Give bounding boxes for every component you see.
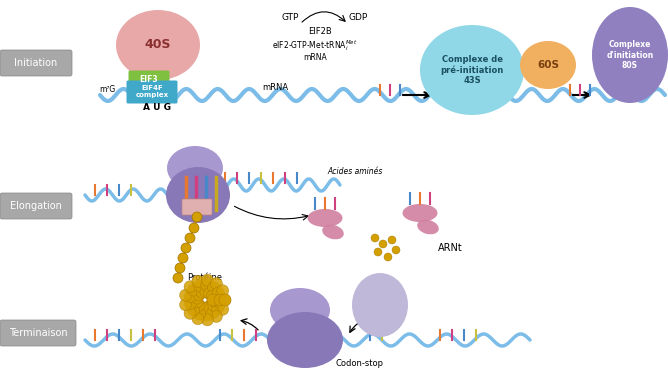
Circle shape xyxy=(216,285,228,297)
Circle shape xyxy=(207,294,219,306)
Text: ARNt: ARNt xyxy=(438,243,462,253)
Ellipse shape xyxy=(403,204,438,222)
Text: EIF2B: EIF2B xyxy=(308,28,332,37)
Circle shape xyxy=(202,274,213,286)
Circle shape xyxy=(188,304,200,316)
Ellipse shape xyxy=(352,273,408,337)
Circle shape xyxy=(196,301,208,314)
Text: Protéine: Protéine xyxy=(188,274,222,283)
Circle shape xyxy=(208,282,220,294)
Ellipse shape xyxy=(116,10,200,80)
Text: Terminaison: Terminaison xyxy=(9,328,67,338)
Circle shape xyxy=(193,299,205,311)
FancyBboxPatch shape xyxy=(128,71,170,89)
Circle shape xyxy=(219,294,231,306)
Circle shape xyxy=(202,314,213,326)
Circle shape xyxy=(219,294,231,306)
Circle shape xyxy=(204,287,216,299)
Ellipse shape xyxy=(520,41,576,89)
Circle shape xyxy=(212,287,224,299)
Circle shape xyxy=(191,296,203,308)
Ellipse shape xyxy=(322,225,344,240)
Circle shape xyxy=(194,280,206,292)
Circle shape xyxy=(384,253,392,261)
Ellipse shape xyxy=(418,220,439,234)
Circle shape xyxy=(207,294,219,306)
FancyBboxPatch shape xyxy=(0,50,72,76)
Circle shape xyxy=(181,243,191,253)
Circle shape xyxy=(210,278,222,290)
Text: mRNA: mRNA xyxy=(303,52,327,62)
Circle shape xyxy=(200,302,212,314)
Circle shape xyxy=(392,246,400,254)
Circle shape xyxy=(379,240,387,248)
Circle shape xyxy=(192,275,204,287)
Circle shape xyxy=(374,248,382,256)
Text: Complexe
d'initiation
80S: Complexe d'initiation 80S xyxy=(607,40,653,70)
Text: eIF2-GTP-Met-tRNA$_i^{Met}$: eIF2-GTP-Met-tRNA$_i^{Met}$ xyxy=(273,39,357,53)
Circle shape xyxy=(371,234,379,242)
Circle shape xyxy=(188,284,200,296)
Circle shape xyxy=(212,301,224,313)
Circle shape xyxy=(178,253,188,263)
Circle shape xyxy=(204,301,216,312)
Text: Codon-stop: Codon-stop xyxy=(336,358,384,367)
Text: GDP: GDP xyxy=(349,13,367,23)
Ellipse shape xyxy=(592,7,668,103)
Circle shape xyxy=(210,311,222,322)
Circle shape xyxy=(193,289,205,301)
Circle shape xyxy=(201,279,213,291)
Text: m⁷G: m⁷G xyxy=(100,86,116,94)
Circle shape xyxy=(208,306,220,318)
Text: EIF3: EIF3 xyxy=(140,76,158,84)
Circle shape xyxy=(206,298,218,310)
FancyBboxPatch shape xyxy=(126,81,178,104)
Circle shape xyxy=(194,308,206,320)
Circle shape xyxy=(192,212,202,222)
Ellipse shape xyxy=(270,288,330,332)
Ellipse shape xyxy=(167,146,223,190)
Text: Complexe de
pré-initiation
43S: Complexe de pré-initiation 43S xyxy=(440,55,504,85)
Circle shape xyxy=(180,299,192,311)
Text: Initiation: Initiation xyxy=(15,58,57,68)
Ellipse shape xyxy=(307,209,343,227)
Circle shape xyxy=(184,281,196,293)
Text: 60S: 60S xyxy=(537,60,559,70)
Circle shape xyxy=(388,236,396,244)
Text: 40S: 40S xyxy=(145,39,171,52)
Ellipse shape xyxy=(267,312,343,368)
Circle shape xyxy=(189,223,199,233)
Text: GTP: GTP xyxy=(281,13,299,23)
FancyBboxPatch shape xyxy=(0,193,72,219)
Circle shape xyxy=(216,303,228,315)
Text: Elongation: Elongation xyxy=(10,201,62,211)
Circle shape xyxy=(201,309,213,321)
Circle shape xyxy=(192,313,204,325)
Circle shape xyxy=(185,233,195,243)
Circle shape xyxy=(184,307,196,319)
Circle shape xyxy=(214,294,226,306)
Circle shape xyxy=(206,290,218,302)
Circle shape xyxy=(173,273,183,283)
Circle shape xyxy=(180,289,192,301)
FancyBboxPatch shape xyxy=(0,320,76,346)
Text: mRNA: mRNA xyxy=(262,83,288,92)
Circle shape xyxy=(214,294,226,306)
Text: EIF4F
complex: EIF4F complex xyxy=(136,86,168,99)
Circle shape xyxy=(184,290,196,303)
Ellipse shape xyxy=(420,25,524,115)
FancyBboxPatch shape xyxy=(182,199,212,215)
Circle shape xyxy=(191,292,203,304)
Circle shape xyxy=(175,263,185,273)
Circle shape xyxy=(200,286,212,298)
Circle shape xyxy=(184,298,196,309)
Text: Acides aminés: Acides aminés xyxy=(327,167,383,176)
Text: A U G: A U G xyxy=(143,104,171,113)
Ellipse shape xyxy=(166,167,230,223)
Circle shape xyxy=(196,286,208,298)
